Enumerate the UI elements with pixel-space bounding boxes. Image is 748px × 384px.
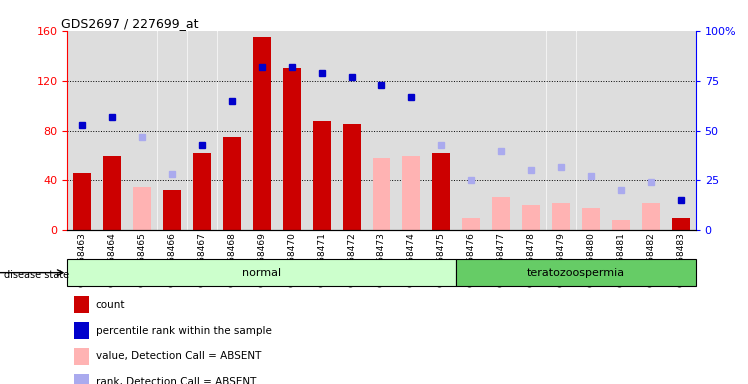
Bar: [193, 153, 211, 230]
Bar: [278, 31, 306, 230]
Bar: [253, 37, 271, 230]
Bar: [133, 187, 151, 230]
Bar: [223, 137, 241, 230]
Bar: [612, 220, 630, 230]
Bar: [158, 31, 186, 230]
Bar: [337, 31, 366, 230]
Text: count: count: [96, 300, 125, 310]
Bar: [73, 296, 89, 313]
Bar: [248, 31, 276, 230]
Text: teratozoospermia: teratozoospermia: [527, 268, 625, 278]
Bar: [547, 31, 575, 230]
Text: value, Detection Call = ABSENT: value, Detection Call = ABSENT: [96, 351, 261, 361]
Bar: [666, 31, 695, 230]
Bar: [582, 208, 600, 230]
Bar: [432, 153, 450, 230]
Bar: [457, 31, 485, 230]
Bar: [188, 31, 216, 230]
Bar: [456, 259, 696, 286]
Bar: [283, 68, 301, 230]
Bar: [103, 156, 121, 230]
Bar: [637, 31, 665, 230]
Bar: [402, 156, 420, 230]
Bar: [397, 31, 426, 230]
Bar: [98, 31, 126, 230]
Bar: [522, 205, 540, 230]
Bar: [492, 197, 510, 230]
Bar: [73, 173, 91, 230]
Bar: [552, 203, 570, 230]
Bar: [313, 121, 331, 230]
Bar: [68, 31, 96, 230]
Bar: [67, 259, 456, 286]
Bar: [462, 218, 480, 230]
Bar: [672, 218, 690, 230]
Bar: [577, 31, 605, 230]
Bar: [607, 31, 635, 230]
Bar: [343, 124, 361, 230]
Bar: [427, 31, 456, 230]
Bar: [642, 203, 660, 230]
Bar: [218, 31, 246, 230]
Bar: [128, 31, 156, 230]
Bar: [163, 190, 181, 230]
Bar: [373, 158, 390, 230]
Bar: [517, 31, 545, 230]
Bar: [367, 31, 396, 230]
Bar: [73, 322, 89, 339]
Bar: [487, 31, 515, 230]
Text: normal: normal: [242, 268, 281, 278]
Bar: [307, 31, 336, 230]
Bar: [73, 374, 89, 384]
Text: rank, Detection Call = ABSENT: rank, Detection Call = ABSENT: [96, 377, 256, 384]
Bar: [73, 348, 89, 365]
Text: disease state: disease state: [4, 270, 69, 280]
Text: percentile rank within the sample: percentile rank within the sample: [96, 326, 272, 336]
Text: GDS2697 / 227699_at: GDS2697 / 227699_at: [61, 17, 198, 30]
